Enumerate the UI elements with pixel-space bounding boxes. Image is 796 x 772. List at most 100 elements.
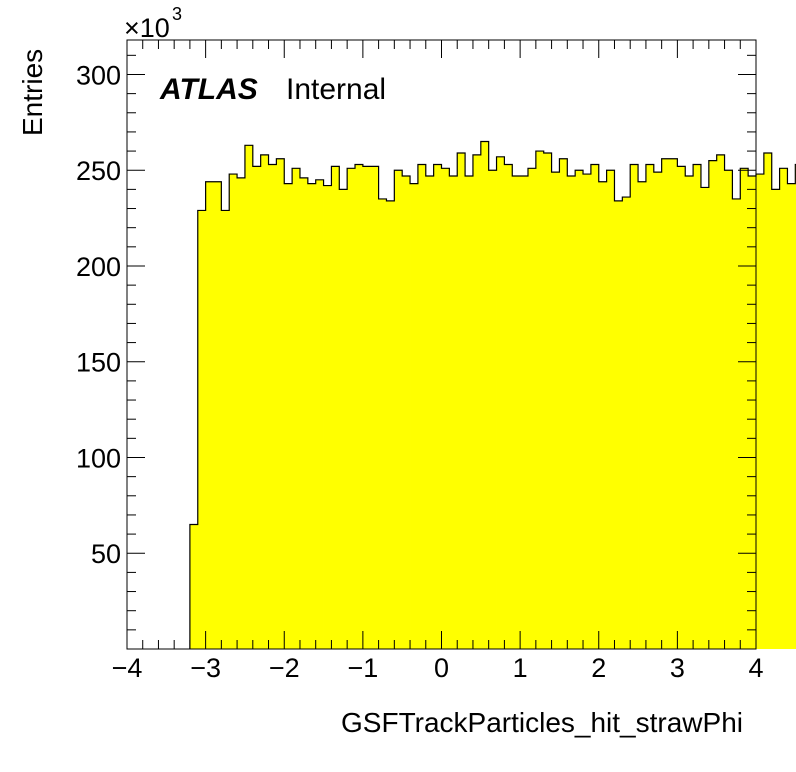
histogram-bar [708,160,718,649]
x-tick-label: 1 [513,653,528,683]
histogram-bar [661,158,670,650]
histogram-bar [425,175,435,650]
histogram-bar [716,154,725,650]
histogram-bar [653,172,663,649]
histogram-bar [355,164,364,649]
histogram-bar [433,164,442,649]
y-tick-label: 50 [91,539,121,569]
histogram-bar [685,175,694,650]
histogram-outline [189,140,796,649]
histogram-bar [189,524,199,649]
histogram-bar [197,210,207,649]
histogram-bar [252,166,262,649]
histogram-bar [221,210,230,649]
histogram-bar [551,172,560,649]
histogram-bar [402,175,411,650]
histogram-bar [299,177,309,650]
y-tick-label: 100 [76,443,121,473]
histogram-bar [347,168,356,649]
histogram-bar [457,152,466,649]
histogram-bar [284,183,293,649]
histogram-bar [669,158,678,650]
histogram-bar [472,154,482,650]
histogram-bar [370,166,379,649]
histogram-bar [543,152,552,649]
histogram-bar [606,170,615,649]
histogram-bar [394,170,403,649]
histogram-bar [575,170,584,649]
histogram-bar [724,170,733,649]
histogram-bar [622,197,631,650]
histogram-bar [292,168,301,649]
histogram-bar [323,185,332,649]
histogram-bars [189,140,796,650]
x-tick-label: −1 [347,653,378,683]
histogram-bar [512,175,521,650]
atlas-label: ATLAS [159,73,258,106]
histogram-bar [630,164,639,649]
histogram-bar [362,166,372,649]
histogram-bar [315,179,324,649]
histogram-bar [488,170,497,649]
histogram-bar [527,168,537,649]
histogram-bar [583,174,592,649]
histogram-bar [213,181,222,649]
x-tick-label: 3 [670,653,685,683]
internal-label: Internal [286,73,386,106]
histogram-bar [559,158,568,650]
histogram-bar [740,168,749,649]
histogram-bar [700,187,710,649]
histogram-bar [763,152,773,649]
histogram-bar [307,183,317,649]
x-tick-label: −3 [190,653,221,683]
y-tick-label: 250 [76,156,121,186]
y-tick-label: 300 [76,60,121,90]
x-axis-title: GSFTrackParticles_hit_strawPhi [341,707,743,738]
histogram-bar [268,164,277,649]
histogram-bar [244,145,254,649]
histogram-bar [441,168,450,649]
x-tick-label: 4 [748,653,763,683]
y-multiplier-exponent: 3 [172,4,182,24]
histogram-bar [748,175,757,650]
histogram-bar [378,198,387,650]
histogram-bar [465,175,474,650]
x-tick-label: 2 [591,653,606,683]
histogram-bar [331,166,340,649]
histogram-bar [779,168,788,649]
histogram-bar [205,181,214,649]
x-tick-label: 0 [434,653,449,683]
histogram-bar [417,164,427,649]
histogram-bar [276,158,285,650]
y-tick-label: 200 [76,252,121,282]
histogram-bar [386,200,395,649]
histogram-bar [480,141,490,649]
axis-tick-labels: −4 −3 −2 −1 0 1 2 3 4 50 100 150 200 250 300 [76,60,764,683]
histogram-bar [449,175,458,650]
histogram-bar [237,177,246,650]
histogram-bar [567,175,576,650]
axis-ticks [126,40,757,649]
histogram-bar [732,198,741,650]
histogram-bar [787,183,796,649]
histogram-bar [535,151,545,649]
y-multiplier-label: ×10 [124,13,170,43]
histogram-bar [260,154,269,650]
x-tick-label: −2 [269,653,300,683]
histogram-bar [410,183,419,649]
histogram-bar [693,164,702,649]
histogram-bar [614,200,623,649]
histogram-bar [598,181,608,649]
histogram-bar [677,166,686,649]
y-axis-title: Entries [17,49,48,136]
histogram-bar [756,174,765,649]
histogram-bar [229,174,238,649]
histogram-bar [496,156,505,650]
histogram-bar [504,164,513,649]
histogram-bar [520,175,529,650]
histogram-bar [590,164,600,649]
histogram-bar [638,181,647,649]
histogram-bar [771,189,780,649]
x-tick-label: −4 [112,653,143,683]
